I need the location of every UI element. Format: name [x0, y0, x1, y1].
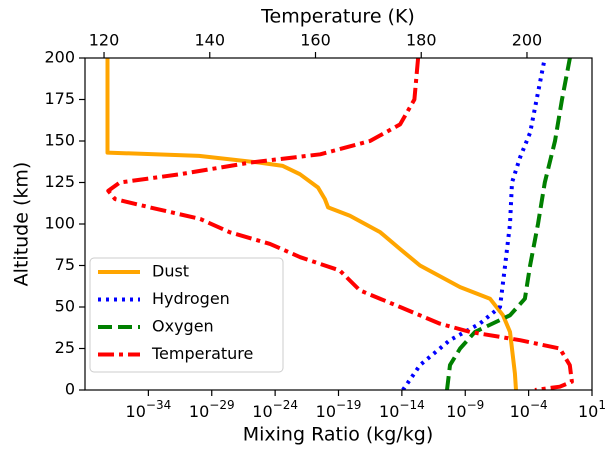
y-tick-label: 0: [65, 380, 75, 399]
x2-tick-label: 180: [406, 31, 437, 50]
y-tick-label: 25: [55, 338, 75, 357]
y-tick-label: 200: [44, 48, 75, 67]
series-line: [106, 58, 574, 390]
y-tick-label: 50: [55, 297, 75, 316]
x-tick-label: 10−4: [510, 398, 548, 421]
series-line: [445, 58, 572, 390]
legend-label: Temperature: [151, 344, 253, 363]
legend-box: [89, 257, 284, 373]
legend-label: Dust: [152, 262, 189, 281]
x-tick-label: 10−24: [252, 398, 298, 421]
x2-tick-label: 140: [194, 31, 225, 50]
x-tick-label: 10−9: [446, 398, 484, 421]
x-tick-label: 101: [578, 398, 606, 421]
x-tick-label: 10−29: [189, 398, 235, 421]
x2-tick-label: 120: [89, 31, 120, 50]
x-tick-label: 10−34: [126, 398, 172, 421]
series-line: [401, 58, 547, 390]
y-axis-label: Altitude (km): [11, 162, 33, 287]
legend-label: Oxygen: [152, 317, 214, 336]
y-tick-label: 75: [55, 255, 75, 274]
plot-frame: [84, 57, 593, 391]
y-tick-label: 150: [44, 131, 75, 150]
x-axis-label: Mixing Ratio (kg/kg): [243, 424, 434, 446]
x-tick-label: 10−19: [316, 398, 362, 421]
x2-tick-label: 160: [300, 31, 331, 50]
y-tick-label: 125: [44, 172, 75, 191]
x2-tick-label: 200: [512, 31, 543, 50]
y-tick-label: 175: [44, 89, 75, 108]
y-tick-label: 100: [44, 214, 75, 233]
x-tick-label: 10−14: [379, 398, 425, 421]
legend-label: Hydrogen: [152, 289, 230, 308]
x2-axis-label: Temperature (K): [260, 6, 415, 28]
